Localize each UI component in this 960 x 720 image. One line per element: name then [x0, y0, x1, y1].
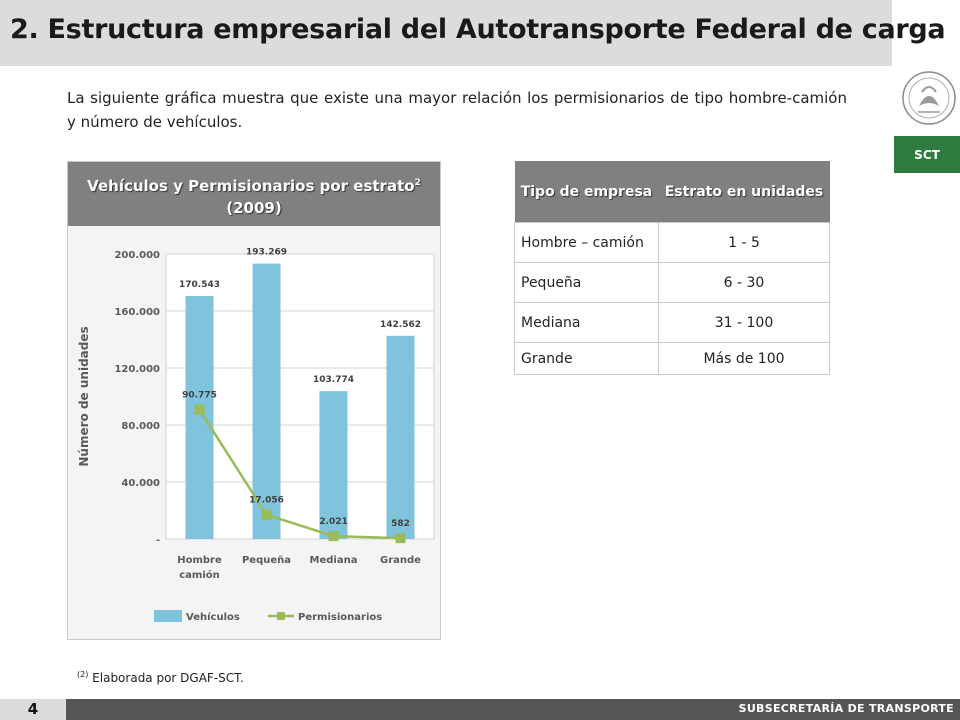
strata-table: Tipo de empresa Estrato en unidades Homb…	[514, 161, 831, 375]
y-axis-label: Número de unidades	[77, 326, 91, 466]
y-tick-label: 160.000	[114, 307, 160, 318]
table-row: Hombre – camión 1 - 5	[514, 222, 831, 263]
page-number: 4	[0, 699, 66, 720]
x-tick-label: Hombre	[177, 555, 222, 566]
chart-title-line1: Vehículos y Permisionarios por estrato	[87, 177, 415, 195]
table-cell-type: Hombre – camión	[514, 222, 659, 263]
legend-marker-permisionarios	[277, 612, 285, 620]
bar-vehiculos	[319, 391, 348, 539]
table-row: Grande Más de 100	[514, 342, 831, 375]
table-cell-type: Mediana	[514, 302, 659, 343]
y-tick-label: 120.000	[114, 364, 160, 375]
intro-paragraph: La siguiente gráfica muestra que existe …	[67, 89, 847, 131]
table-cell-strata: 31 - 100	[657, 302, 831, 343]
table-cell-strata: 6 - 30	[657, 262, 831, 303]
bar-vehiculos	[185, 295, 214, 539]
bar-data-label: 170.543	[179, 280, 220, 290]
point-permisionarios	[328, 531, 339, 542]
national-seal-icon	[902, 71, 956, 125]
line-permisionarios	[198, 408, 401, 540]
table-cell-strata: Más de 100	[657, 342, 831, 375]
table-cell-type: Grande	[514, 342, 659, 375]
table-cell-type: Pequeña	[514, 262, 659, 303]
table-row: Mediana 31 - 100	[514, 302, 831, 343]
x-tick-label: Grande	[380, 555, 421, 566]
legend-label-permisionarios: Permisionarios	[298, 612, 382, 623]
chart-panel: Vehículos y Permisionarios por estrato2 …	[67, 161, 441, 640]
footer-label: SUBSECRETARÍA DE TRANSPORTE	[738, 702, 954, 715]
line-data-label: 90.775	[182, 391, 217, 401]
point-permisionarios	[261, 509, 272, 520]
y-tick-label: 40.000	[121, 478, 160, 489]
y-tick-label: -	[156, 535, 160, 546]
chart-title-line2: (2009)	[226, 199, 282, 217]
x-tick-label: Mediana	[310, 555, 358, 566]
table-header-strata: Estrato en unidades	[658, 161, 830, 223]
sct-logo: SCT	[894, 136, 960, 173]
chart-title-sup: 2	[414, 178, 421, 188]
footer-bar	[0, 699, 960, 720]
footnote-marker: (2)	[77, 670, 89, 679]
page-title: 2. Estructura empresarial del Autotransp…	[10, 14, 946, 45]
table-cell-strata: 1 - 5	[657, 222, 831, 263]
bar-vehiculos	[386, 335, 415, 539]
legend-label-vehiculos: Vehículos	[186, 611, 240, 623]
line-data-label: 582	[391, 519, 410, 529]
bar-vehiculos	[252, 263, 281, 539]
bar-data-label: 142.562	[380, 320, 421, 330]
footnote-text: Elaborada por DGAF-SCT.	[92, 671, 244, 685]
title-bar	[0, 0, 892, 66]
legend-swatch-vehiculos	[154, 610, 182, 622]
x-tick-label: camión	[179, 569, 220, 581]
line-data-label: 17.056	[249, 496, 284, 506]
table-row: Pequeña 6 - 30	[514, 262, 831, 303]
bar-data-label: 103.774	[313, 375, 354, 385]
bar-data-label: 193.269	[246, 248, 287, 258]
table-header-type: Tipo de empresa	[514, 161, 659, 223]
x-tick-label: Pequeña	[242, 555, 291, 566]
point-permisionarios	[194, 404, 205, 415]
footnote: (2) Elaborada por DGAF-SCT.	[77, 670, 244, 685]
y-tick-label: 200.000	[114, 250, 160, 261]
point-permisionarios	[395, 533, 406, 544]
y-tick-label: 80.000	[121, 421, 160, 432]
chart-title: Vehículos y Permisionarios por estrato2 …	[68, 162, 440, 226]
line-data-label: 2.021	[319, 517, 347, 527]
chart-canvas: - 40.000 80.000 120.000 160.000 200.000 Número…	[77, 248, 435, 623]
